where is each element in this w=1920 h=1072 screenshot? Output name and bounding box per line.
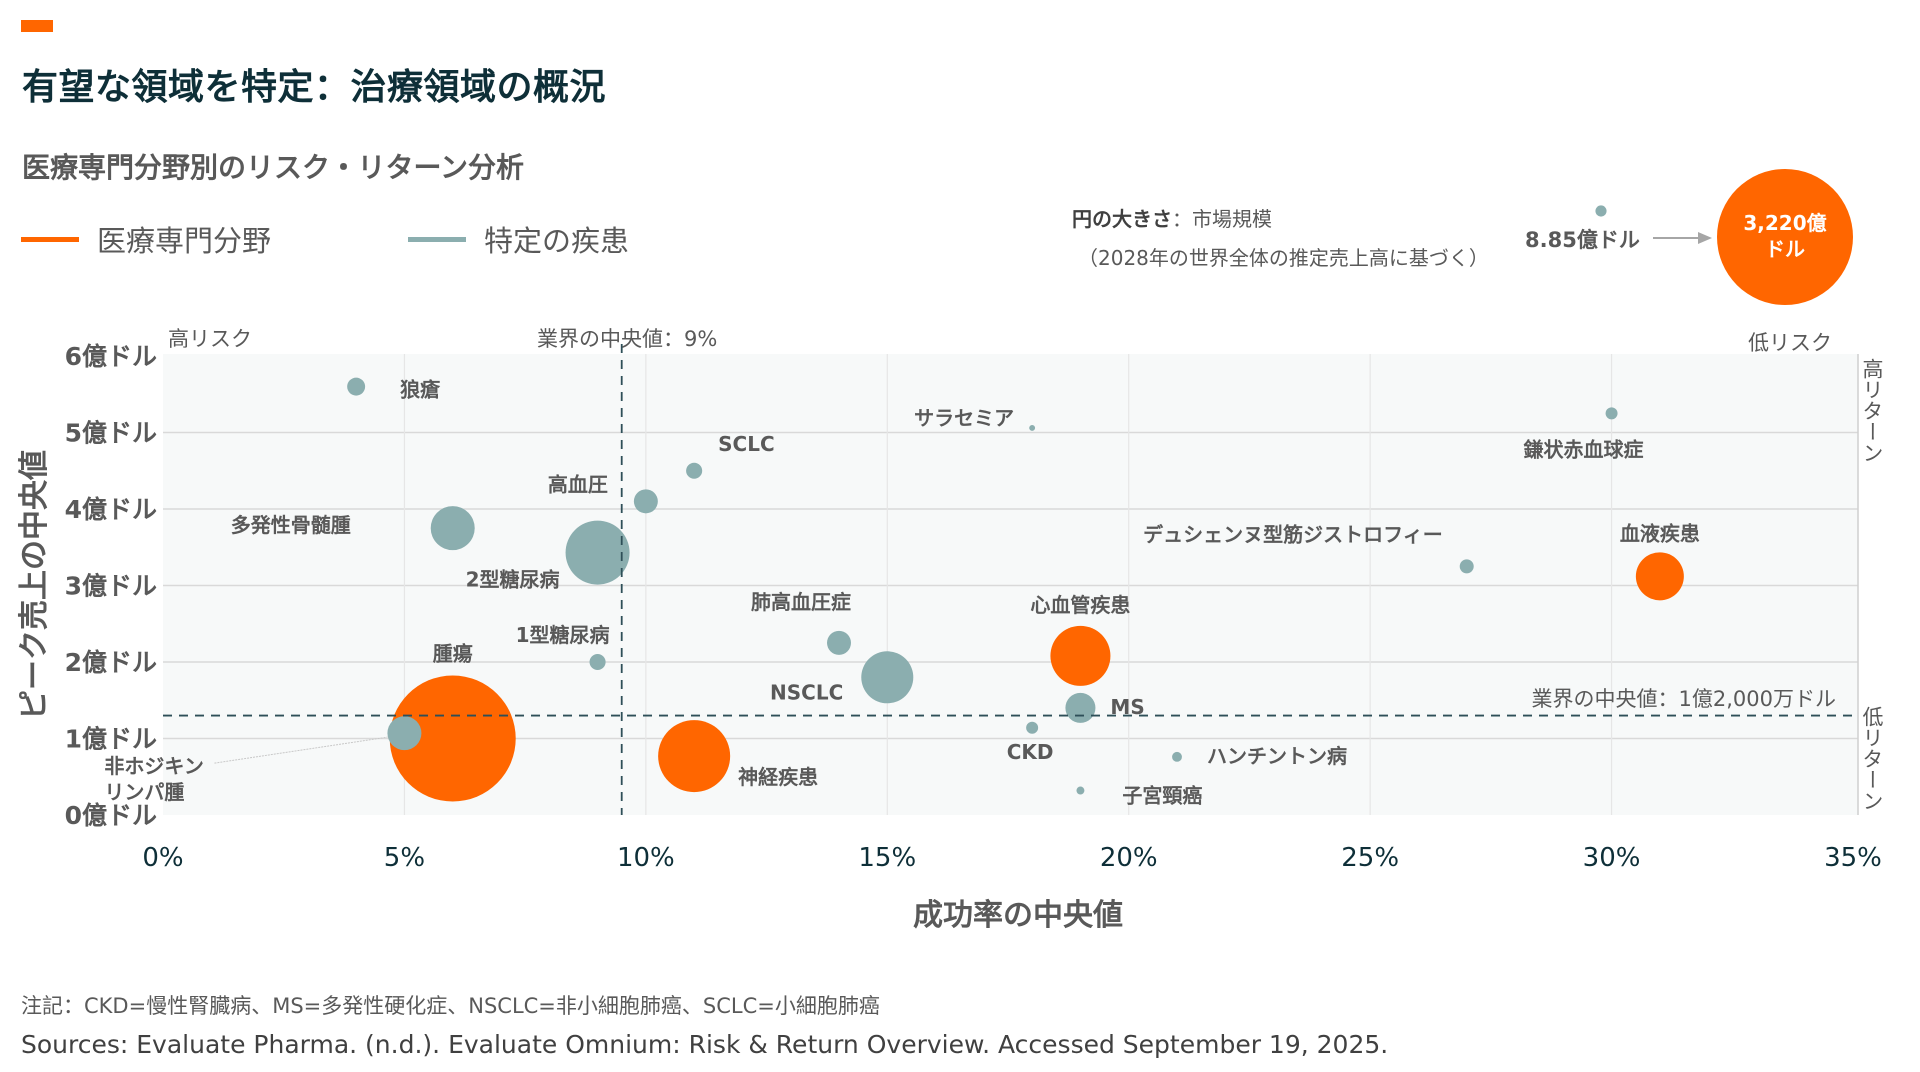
bubble-disease bbox=[1076, 786, 1085, 795]
y-tick-label: 0億ドル bbox=[65, 801, 157, 830]
size-legend-big-bubble bbox=[1717, 169, 1853, 305]
legend-label-disease: 特定の疾患 bbox=[484, 224, 630, 258]
bubble-label: 血液疾患 bbox=[1620, 521, 1700, 545]
legend-label-specialty: 医療専門分野 bbox=[97, 224, 272, 258]
x-tick-label: 35% bbox=[1824, 843, 1882, 873]
y-median-label: 業界の中央値：1億2,000万ドル bbox=[1532, 687, 1836, 711]
bubble-label: 非ホジキン bbox=[104, 754, 203, 778]
bubble-disease bbox=[1459, 559, 1474, 574]
bubble-label: サラセミア bbox=[914, 406, 1014, 430]
bubble-specialty bbox=[1635, 552, 1684, 601]
y-axis-title: ピーク売上の中央値 bbox=[17, 450, 52, 720]
chart-subtitle: 医療専門分野別のリスク・リターン分析 bbox=[22, 151, 525, 184]
bubble-label: 多発性骨髄腫 bbox=[231, 513, 351, 537]
leader-line bbox=[214, 736, 388, 764]
bubble-disease bbox=[1065, 692, 1096, 723]
x-tick-label: 0% bbox=[142, 843, 183, 873]
bubble-label: 2型糖尿病 bbox=[466, 568, 560, 592]
bubble-disease bbox=[861, 651, 914, 704]
legend-swatch-disease bbox=[408, 236, 466, 242]
x-tick-label: 10% bbox=[617, 843, 675, 873]
bubble-label: 腫瘍 bbox=[433, 642, 473, 666]
bubble-label: 子宮頸癌 bbox=[1122, 784, 1202, 808]
bubble-label: 鎌状赤血球症 bbox=[1523, 437, 1644, 461]
size-legend-small-label: 8.85億ドル bbox=[1525, 228, 1640, 252]
size-legend-big-label-line: ドル bbox=[1765, 237, 1805, 261]
bubble-label: SCLC bbox=[718, 432, 775, 456]
bubble-disease bbox=[387, 716, 422, 751]
x-tick-label: 15% bbox=[858, 843, 916, 873]
y-tick-label: 3億ドル bbox=[65, 572, 157, 601]
bubble-specialty bbox=[389, 675, 516, 802]
bubble-disease bbox=[430, 506, 475, 551]
x-tick-label: 20% bbox=[1100, 843, 1158, 873]
bubble-disease bbox=[1026, 721, 1039, 734]
bubble-disease bbox=[589, 653, 606, 671]
corner-label-low-return: 低リターン bbox=[1860, 706, 1884, 811]
bubble-label: CKD bbox=[1007, 740, 1054, 764]
bubble-disease bbox=[686, 462, 703, 479]
y-tick-label: 1億ドル bbox=[65, 725, 157, 754]
size-legend-small-bubble bbox=[1595, 205, 1607, 217]
y-tick-label: 4億ドル bbox=[65, 495, 157, 524]
bubble-disease bbox=[347, 377, 366, 396]
x-tick-label: 30% bbox=[1583, 843, 1641, 873]
bubble-label: 高血圧 bbox=[548, 472, 608, 496]
bubble-label: 狼瘡 bbox=[400, 378, 441, 402]
bubble-specialty bbox=[658, 720, 731, 793]
legend-item-disease: 特定の疾患 bbox=[408, 218, 629, 260]
footnote: 注記：CKD=慢性腎臓病、MS=多発性硬化症、NSCLC=非小細胞肺癌、SCLC… bbox=[21, 994, 880, 1018]
size-legend-note: （2028年の世界全体の推定売上高に基づく） bbox=[1078, 246, 1489, 270]
corner-label-high-return: 高リターン bbox=[1860, 358, 1884, 463]
bubble-label: 神経疾患 bbox=[738, 765, 818, 789]
x-median-label: 業界の中央値：9% bbox=[537, 327, 717, 351]
x-tick-label: 25% bbox=[1341, 843, 1399, 873]
bubble-label: デュシェンヌ型筋ジストロフィー bbox=[1143, 522, 1443, 546]
bubble-label: 1型糖尿病 bbox=[516, 623, 610, 647]
bubble-disease bbox=[1172, 751, 1182, 762]
y-tick-label: 2億ドル bbox=[65, 648, 157, 677]
size-legend-big-label: 3,220億 ドル bbox=[1717, 210, 1853, 262]
size-legend-title: 円の大きさ：市場規模 bbox=[1072, 203, 1272, 232]
bubble-label: リンパ腫 bbox=[104, 780, 184, 804]
bubble-disease bbox=[1605, 407, 1618, 420]
corner-label-high-risk: 高リスク bbox=[168, 327, 252, 351]
page-title: 有望な領域を特定：治療領域の概況 bbox=[22, 67, 607, 108]
bubble-disease bbox=[565, 520, 630, 585]
bubble-label: NSCLC bbox=[770, 680, 843, 704]
corner-label-low-risk: 低リスク bbox=[1748, 331, 1832, 355]
y-tick-label: 6億ドル bbox=[65, 342, 157, 371]
legend-swatch-specialty bbox=[21, 236, 79, 242]
x-axis-title: 成功率の中央値 bbox=[913, 898, 1123, 933]
size-legend-title-bold: 円の大きさ bbox=[1072, 207, 1172, 231]
bubble-label: 心血管疾患 bbox=[1030, 593, 1130, 617]
bubble-label: ハンチントン病 bbox=[1207, 744, 1347, 768]
y-tick-label: 5億ドル bbox=[65, 419, 157, 448]
legend-item-specialty: 医療専門分野 bbox=[21, 218, 271, 260]
bubble-label: 肺高血圧症 bbox=[751, 590, 851, 614]
x-tick-label: 5% bbox=[384, 843, 425, 873]
bubble-disease bbox=[827, 630, 851, 655]
accent-bar bbox=[21, 20, 53, 32]
size-legend-title-rest: ：市場規模 bbox=[1172, 207, 1272, 231]
size-legend-big-label-line: 3,220億 bbox=[1743, 211, 1827, 235]
bubble-disease bbox=[1029, 424, 1036, 431]
bubble-disease bbox=[633, 489, 658, 514]
arrow-right-icon bbox=[1698, 232, 1712, 244]
sources: Sources: Evaluate Pharma. (n.d.). Evalua… bbox=[21, 1030, 1389, 1059]
bubble-specialty bbox=[1050, 625, 1111, 686]
